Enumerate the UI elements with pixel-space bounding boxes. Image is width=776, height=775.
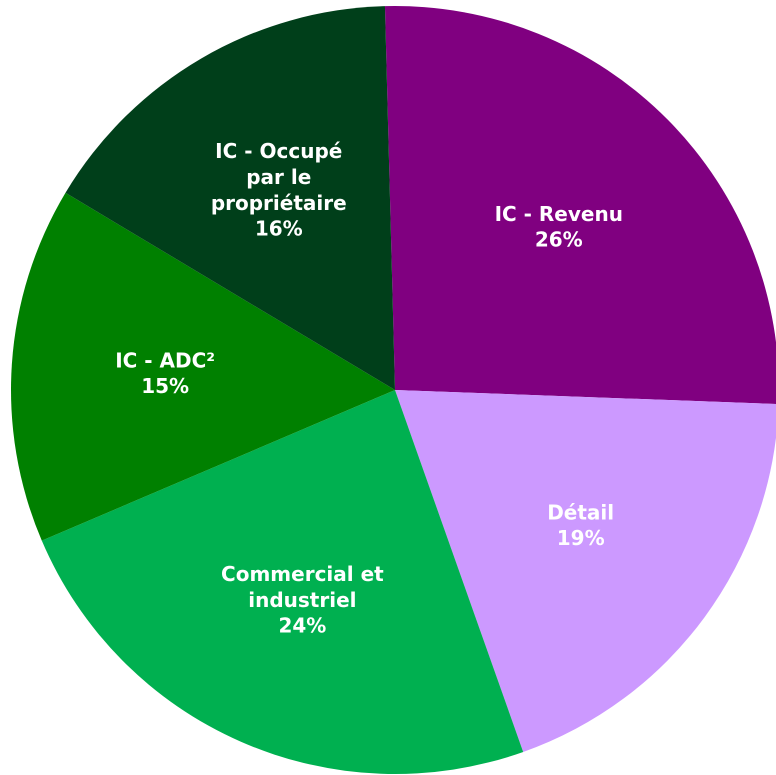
slice-label: Détail [547, 500, 614, 524]
slice-value-label: 19% [557, 526, 605, 550]
slice-value-label: 16% [255, 217, 303, 241]
slice-label: IC - ADC² [115, 348, 215, 372]
pie-slice [384, 6, 776, 404]
slice-label: Commercial et industriel [221, 561, 384, 611]
slice-label: IC - Revenu [495, 201, 623, 225]
pie-slice [41, 390, 524, 774]
slice-value-label: 15% [141, 374, 189, 398]
slice-value-label: 24% [278, 613, 326, 637]
pie-slice [10, 192, 395, 541]
pie-slice [65, 6, 395, 390]
slice-label: IC - Occupé par le propriétaire [211, 139, 347, 215]
slice-value-label: 26% [535, 227, 583, 251]
pie-slice [395, 390, 776, 752]
